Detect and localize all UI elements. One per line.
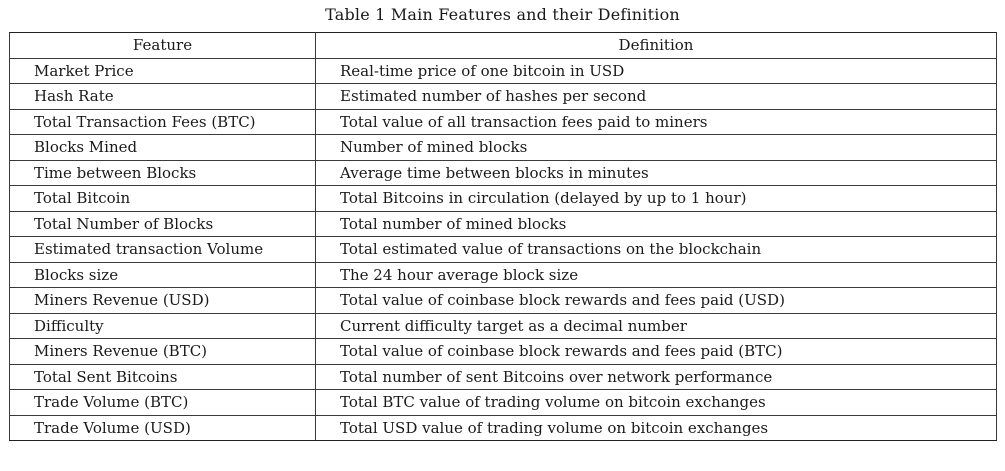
feature-cell: Trade Volume (BTC): [9, 389, 316, 416]
table-row: Blocks Mined Number of mined blocks: [9, 134, 997, 161]
features-table: Feature Definition Market Price Real-tim…: [9, 32, 997, 441]
table-row: Total Sent Bitcoins Total number of sent…: [9, 363, 997, 390]
feature-cell: Time between Blocks: [9, 159, 316, 186]
definition-cell: Current difficulty target as a decimal n…: [315, 312, 997, 339]
feature-cell: Difficulty: [9, 312, 316, 339]
definition-cell: Real-time price of one bitcoin in USD: [315, 57, 997, 84]
table-row: Time between Blocks Average time between…: [9, 159, 997, 186]
definition-cell: Estimated number of hashes per second: [315, 83, 997, 110]
definition-cell: Total BTC value of trading volume on bit…: [315, 389, 997, 416]
feature-cell: Total Number of Blocks: [9, 210, 316, 237]
header-row: Feature Definition: [9, 32, 997, 59]
header-feature: Feature: [9, 32, 316, 59]
table-row: Miners Revenue (USD) Total value of coin…: [9, 287, 997, 314]
header-definition: Definition: [315, 32, 997, 59]
table-caption: Table 1 Main Features and their Definiti…: [325, 5, 680, 24]
feature-cell: Total Sent Bitcoins: [9, 363, 316, 390]
definition-cell: Total value of coinbase block rewards an…: [315, 338, 997, 365]
definition-cell: Average time between blocks in minutes: [315, 159, 997, 186]
feature-cell: Blocks size: [9, 261, 316, 288]
table-row: Blocks size The 24 hour average block si…: [9, 261, 997, 288]
definition-cell: Total number of mined blocks: [315, 210, 997, 237]
table-body: Market Price Real-time price of one bitc…: [9, 57, 997, 441]
table-header: Feature Definition: [9, 32, 997, 59]
feature-cell: Miners Revenue (USD): [9, 287, 316, 314]
feature-cell: Total Transaction Fees (BTC): [9, 108, 316, 135]
feature-cell: Hash Rate: [9, 83, 316, 110]
table-row: Miners Revenue (BTC) Total value of coin…: [9, 338, 997, 365]
feature-cell: Trade Volume (USD): [9, 414, 316, 441]
table-row: Hash Rate Estimated number of hashes per…: [9, 83, 997, 110]
table-row: Total Bitcoin Total Bitcoins in circulat…: [9, 185, 997, 212]
definition-cell: Total USD value of trading volume on bit…: [315, 414, 997, 441]
feature-cell: Miners Revenue (BTC): [9, 338, 316, 365]
definition-cell: Total value of coinbase block rewards an…: [315, 287, 997, 314]
table-row: Difficulty Current difficulty target as …: [9, 312, 997, 339]
definition-cell: Total value of all transaction fees paid…: [315, 108, 997, 135]
table-row: Estimated transaction Volume Total estim…: [9, 236, 997, 263]
table-row: Total Number of Blocks Total number of m…: [9, 210, 997, 237]
feature-cell: Market Price: [9, 57, 316, 84]
feature-cell: Blocks Mined: [9, 134, 316, 161]
definition-cell: Total number of sent Bitcoins over netwo…: [315, 363, 997, 390]
feature-cell: Total Bitcoin: [9, 185, 316, 212]
table-row: Market Price Real-time price of one bitc…: [9, 57, 997, 84]
table-row: Trade Volume (BTC) Total BTC value of tr…: [9, 389, 997, 416]
definition-cell: Total estimated value of transactions on…: [315, 236, 997, 263]
definition-cell: Total Bitcoins in circulation (delayed b…: [315, 185, 997, 212]
definition-cell: Number of mined blocks: [315, 134, 997, 161]
table-row: Total Transaction Fees (BTC) Total value…: [9, 108, 997, 135]
feature-cell: Estimated transaction Volume: [9, 236, 316, 263]
table-row: Trade Volume (USD) Total USD value of tr…: [9, 414, 997, 441]
definition-cell: The 24 hour average block size: [315, 261, 997, 288]
